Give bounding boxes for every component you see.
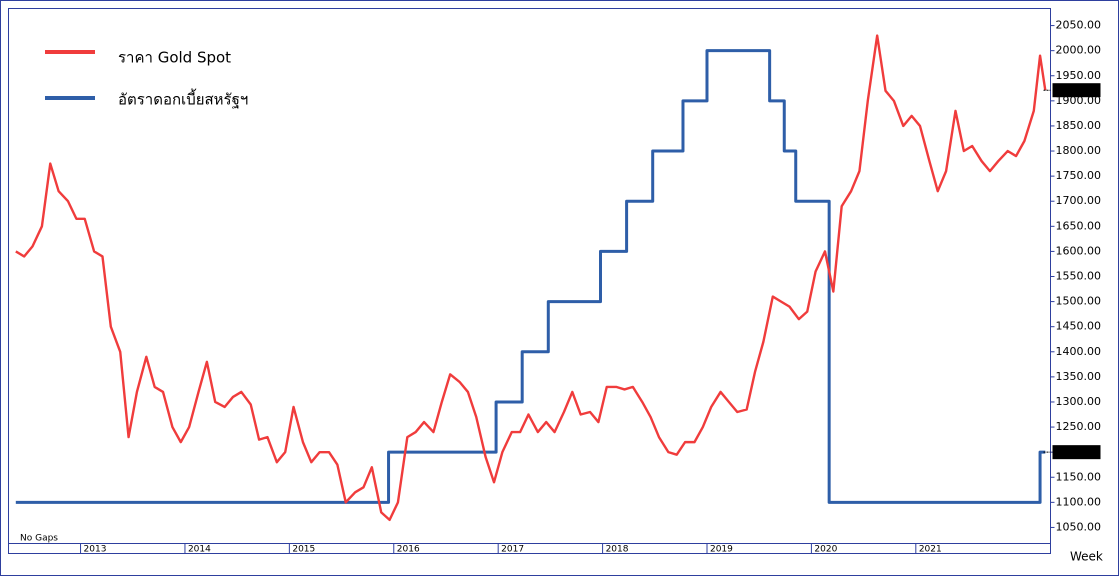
y-tick-label: 1100.00 [1056,495,1102,508]
x-tick-label: 2013 [84,545,107,555]
series-line [15,49,1046,504]
legend: ราคา Gold Spot อัตราดอกเบี้ยสหรัฐฯ [45,49,248,109]
y-tick-label: 1800.00 [1056,144,1102,157]
y-tick-label: 1400.00 [1056,345,1102,358]
y-tick-label: 1750.00 [1056,169,1102,182]
x-tick-label: 2014 [188,545,211,555]
y-tick-label: 2000.00 [1056,44,1102,57]
y-tick-label: 1250.00 [1056,420,1102,433]
y-tick-label: 1450.00 [1056,320,1102,333]
x-tick-label: 2019 [710,545,733,555]
legend-label: ราคา Gold Spot [118,49,231,67]
legend-label: อัตราดอกเบี้ยสหรัฐฯ [118,89,248,109]
y-tick-label: 1850.00 [1056,119,1102,132]
y-tick-label: 1950.00 [1056,69,1102,82]
x-tick-label: 2018 [606,545,629,555]
annotation: No Gaps [20,534,58,544]
last-value-label: 0.50 [1055,445,1080,458]
last-value-box [1052,83,1101,98]
last-value-label: 1921.20 [1055,83,1101,96]
y-tick-label: 1050.00 [1056,520,1102,533]
y-tick-label: 1500.00 [1056,295,1102,308]
series-line [15,34,1047,522]
y-tick-label: 1600.00 [1056,244,1102,257]
x-tick-label: 2021 [919,545,942,555]
y-tick-label: 1650.00 [1056,219,1102,232]
y-tick-label: 1550.00 [1056,270,1102,283]
x-tick-label: 2016 [397,545,420,555]
x-axis-label: Week [1070,550,1103,564]
y-tick-label: 1300.00 [1056,395,1102,408]
y-tick-label: 1150.00 [1056,470,1102,483]
x-tick-label: 2015 [292,545,315,555]
y-tick-label: 1350.00 [1056,370,1102,383]
plot-frame [8,8,1051,544]
last-value-box [1052,445,1101,460]
x-tick-label: 2020 [814,545,837,555]
x-axis-strip [8,543,1051,554]
y-tick-label: 1700.00 [1056,194,1102,207]
y-tick-label: 2050.00 [1056,19,1102,32]
x-tick-label: 2017 [501,545,524,555]
